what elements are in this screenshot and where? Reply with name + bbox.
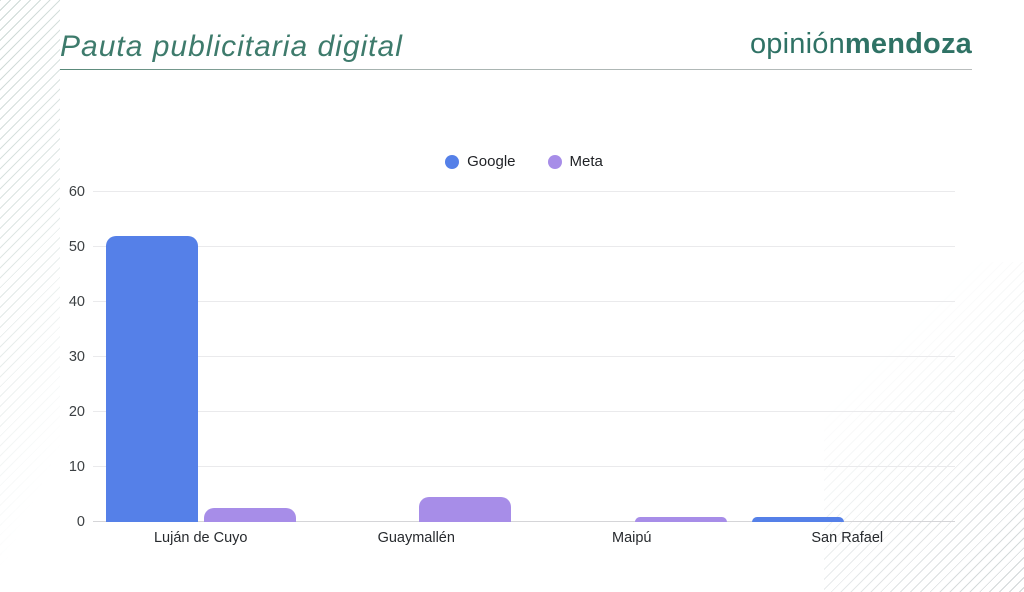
y-tick-label-50: 50 <box>68 239 85 255</box>
y-tick-label-0: 0 <box>76 514 85 530</box>
legend-dot-meta <box>547 154 562 169</box>
brand-logo-regular: opinión <box>749 28 845 60</box>
header-divider <box>60 69 972 70</box>
y-tick-label-60: 60 <box>68 184 85 200</box>
x-tick-label-san-rafael: San Rafael <box>811 530 884 546</box>
y-tick-label-20: 20 <box>68 404 85 420</box>
y-tick-label-40: 40 <box>68 294 85 310</box>
legend-dot-google <box>445 154 460 169</box>
gridline-0 <box>93 521 955 522</box>
x-tick-label-guaymallén: Guaymallén <box>377 530 455 546</box>
bar-meta-maipú <box>634 516 727 522</box>
gridline-20 <box>93 411 955 412</box>
plot-area <box>93 191 956 522</box>
x-tick-label-luján-de-cuyo: Luján de Cuyo <box>153 530 248 546</box>
bar-group-guaymallén <box>309 192 525 522</box>
page-title: Pauta publicitaria digital <box>60 30 403 63</box>
y-tick-label-30: 30 <box>68 349 85 365</box>
legend-label: Meta <box>569 153 603 170</box>
x-tick-label-maipú: Maipú <box>612 530 652 546</box>
gridline-40 <box>93 301 955 302</box>
gridline-30 <box>93 356 955 357</box>
chart-legend: Google Meta <box>93 153 955 170</box>
bar-google-san-rafael <box>752 516 845 522</box>
legend-item-meta: Meta <box>547 153 603 170</box>
bar-meta-guaymallén <box>419 497 512 522</box>
legend-item-google: Google <box>445 153 516 170</box>
bar-group-luján-de-cuyo <box>93 192 309 522</box>
gridline-50 <box>93 246 955 247</box>
x-axis-labels: Luján de Cuyo Guaymallén Maipú San Rafael <box>93 530 955 552</box>
brand-logo-bold: mendoza <box>844 28 972 60</box>
bar-meta-luján-de-cuyo <box>203 508 296 522</box>
gridline-10 <box>93 466 955 467</box>
y-tick-label-10: 10 <box>68 459 85 475</box>
bar-group-san-rafael <box>740 192 956 522</box>
y-axis-labels: 0 10 20 30 40 50 60 <box>0 184 85 530</box>
bar-google-luján-de-cuyo <box>105 236 198 522</box>
legend-label: Google <box>467 153 516 170</box>
gridline-60 <box>93 191 955 192</box>
brand-logo: opiniónmendoza <box>750 28 972 61</box>
bar-group-maipú <box>524 192 740 522</box>
